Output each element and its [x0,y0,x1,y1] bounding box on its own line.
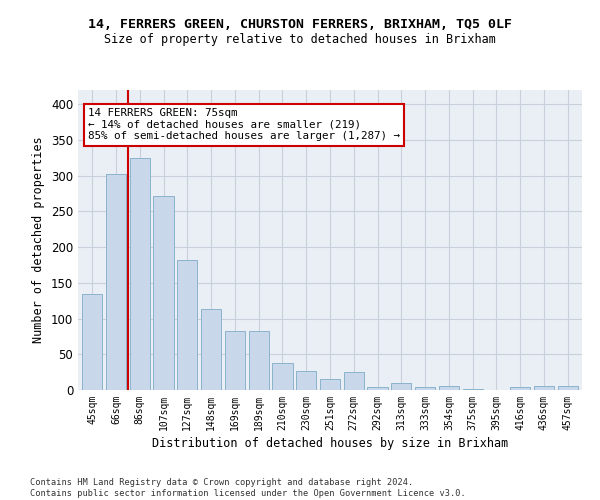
Text: Size of property relative to detached houses in Brixham: Size of property relative to detached ho… [104,32,496,46]
Bar [367,387,388,390]
Bar [130,158,150,390]
Bar [296,370,316,390]
Bar [225,330,245,390]
Bar [272,363,293,390]
Bar [320,378,340,390]
Bar [106,174,126,390]
X-axis label: Distribution of detached houses by size in Brixham: Distribution of detached houses by size … [152,437,508,450]
Bar [510,387,530,390]
Text: 14 FERRERS GREEN: 75sqm
← 14% of detached houses are smaller (219)
85% of semi-d: 14 FERRERS GREEN: 75sqm ← 14% of detache… [88,108,400,141]
Bar [534,386,554,390]
Bar [248,330,269,390]
Bar [201,310,221,390]
Text: 14, FERRERS GREEN, CHURSTON FERRERS, BRIXHAM, TQ5 0LF: 14, FERRERS GREEN, CHURSTON FERRERS, BRI… [88,18,512,30]
Bar [415,387,435,390]
Bar [439,386,459,390]
Bar [154,196,173,390]
Bar [391,383,412,390]
Text: Contains HM Land Registry data © Crown copyright and database right 2024.
Contai: Contains HM Land Registry data © Crown c… [30,478,466,498]
Bar [344,372,364,390]
Y-axis label: Number of detached properties: Number of detached properties [32,136,46,344]
Bar [177,260,197,390]
Bar [557,386,578,390]
Bar [82,294,103,390]
